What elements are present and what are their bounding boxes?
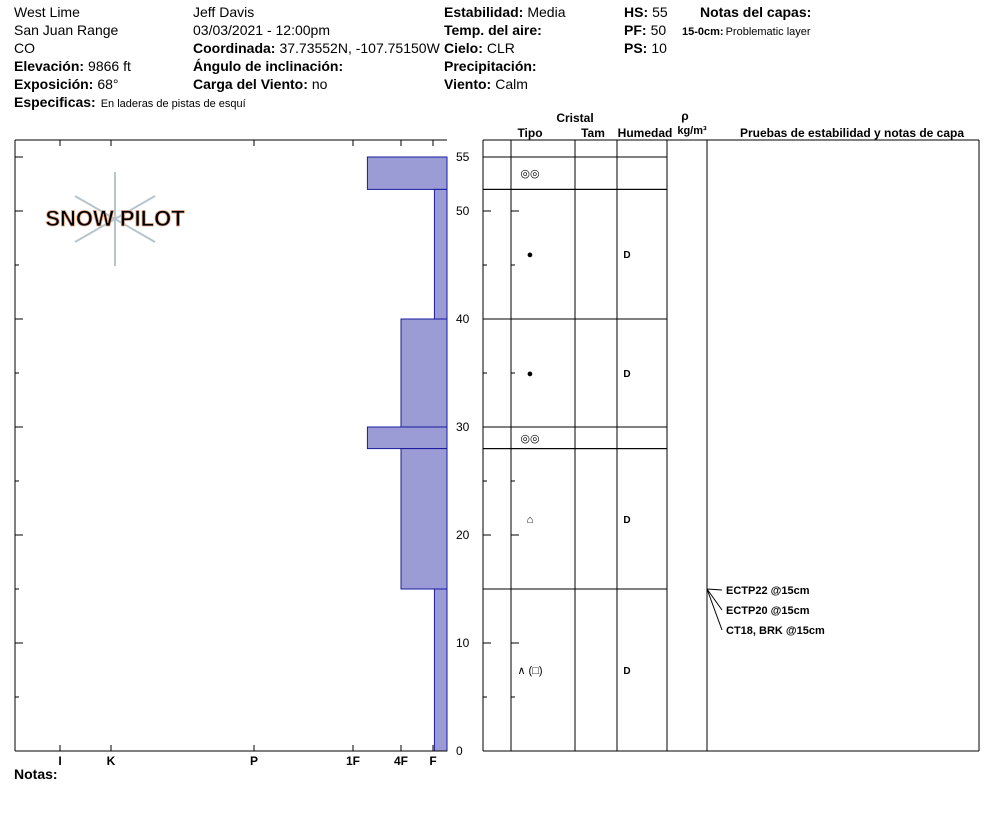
field-value: En laderas de pistas de esquí bbox=[101, 98, 246, 110]
header-field: Jeff Davis bbox=[193, 4, 254, 20]
header-field: West Lime bbox=[14, 4, 80, 20]
field-label: Ángulo de inclinación: bbox=[193, 58, 343, 74]
note-value: Problematic layer bbox=[726, 26, 811, 38]
x-tick-label: I bbox=[58, 754, 61, 768]
field-value: Calm bbox=[495, 76, 528, 92]
field-label: Carga del Viento: bbox=[193, 76, 308, 92]
y-tick-label: 20 bbox=[456, 528, 470, 542]
header-field: Precipitación: bbox=[444, 58, 537, 74]
header-field: Elevación: 9866 ft bbox=[14, 58, 131, 74]
header-field: Exposición: 68° bbox=[14, 76, 119, 92]
field-label: PS: bbox=[624, 40, 647, 56]
x-tick-label: K bbox=[107, 754, 116, 768]
header-field: 03/03/2021 - 12:00pm bbox=[193, 22, 330, 38]
field-label: PF: bbox=[624, 22, 647, 38]
y-tick-label: 30 bbox=[456, 420, 470, 434]
header-field: Especificas: En laderas de pistas de esqu… bbox=[14, 94, 246, 110]
field-value: 9866 ft bbox=[88, 58, 131, 74]
header-field: Cielo: CLR bbox=[444, 40, 515, 56]
y-tick-label: 10 bbox=[456, 636, 470, 650]
grain-type: ◎◎ bbox=[520, 433, 539, 445]
hardness-bar bbox=[400, 318, 448, 428]
test-label: ECTP20 @15cm bbox=[726, 605, 810, 617]
header-field: Viento: Calm bbox=[444, 76, 528, 92]
field-value: 50 bbox=[651, 22, 667, 38]
field-value: 37.73552N, -107.75150W bbox=[279, 40, 440, 56]
field-value: no bbox=[312, 76, 328, 92]
field-label: Coordinada: bbox=[193, 40, 275, 56]
moisture: D bbox=[623, 515, 630, 526]
field-label: Especificas: bbox=[14, 94, 96, 110]
field-value: Media bbox=[527, 4, 565, 20]
grain-type: ◎◎ bbox=[520, 168, 539, 180]
header-field: HS: 55 bbox=[624, 4, 668, 20]
header-field: CO bbox=[14, 40, 35, 56]
test-arrow bbox=[706, 588, 723, 611]
moisture: D bbox=[623, 666, 630, 677]
note-label: 15-0cm: bbox=[682, 26, 724, 38]
header-field: Ángulo de inclinación: bbox=[193, 58, 343, 74]
x-tick-label: 4F bbox=[394, 754, 408, 768]
x-tick-label: P bbox=[250, 754, 258, 768]
field-label: Elevación: bbox=[14, 58, 84, 74]
y-tick-label: 55 bbox=[456, 150, 470, 164]
moisture: D bbox=[623, 369, 630, 380]
header-field: PS: 10 bbox=[624, 40, 667, 56]
column-header: ρ bbox=[681, 109, 688, 123]
header-field: PF: 50 bbox=[624, 22, 666, 38]
header-field: Carga del Viento: no bbox=[193, 76, 328, 92]
column-header: kg/m³ bbox=[677, 125, 707, 137]
column-header: Humedad bbox=[618, 126, 673, 140]
test-label: ECTP22 @15cm bbox=[726, 585, 810, 597]
header-field: San Juan Range bbox=[14, 22, 119, 38]
test-arrow bbox=[706, 588, 723, 591]
field-value: 10 bbox=[651, 40, 667, 56]
test-arrow bbox=[706, 588, 723, 631]
column-group: Cristal bbox=[556, 111, 593, 125]
logo-text: SNOW PILOT bbox=[45, 206, 185, 231]
layer-notes-title: Notas del capas: bbox=[700, 4, 811, 20]
y-tick-label: 0 bbox=[456, 744, 463, 758]
column-header: Pruebas de estabilidad y notas de capa bbox=[740, 126, 964, 140]
hardness-bar bbox=[433, 188, 448, 320]
grain-type: ∧ (□) bbox=[517, 665, 542, 677]
column-header: Tipo bbox=[517, 126, 542, 140]
field-value: CLR bbox=[487, 40, 515, 56]
field-label: Precipitación: bbox=[444, 58, 537, 74]
layer-note: 15-0cm: Problematic layer bbox=[682, 26, 811, 38]
column-header: Tam bbox=[581, 126, 605, 140]
header-field: Temp. del aire: bbox=[444, 22, 542, 38]
hardness-bar bbox=[366, 156, 448, 190]
hardness-bar bbox=[366, 426, 448, 450]
field-label: Estabilidad: bbox=[444, 4, 523, 20]
grain-type: ● bbox=[527, 249, 534, 261]
grain-type: ● bbox=[527, 368, 534, 380]
hardness-bar bbox=[433, 588, 448, 752]
grain-type: ⌂ bbox=[527, 514, 534, 526]
hardness-bar bbox=[400, 448, 448, 590]
y-tick-label: 40 bbox=[456, 312, 470, 326]
field-label: Cielo: bbox=[444, 40, 483, 56]
notes-label: Notas: bbox=[14, 766, 58, 782]
logo bbox=[74, 172, 156, 266]
header-field: Estabilidad: Media bbox=[444, 4, 566, 20]
test-label: CT18, BRK @15cm bbox=[726, 625, 825, 637]
field-label: Viento: bbox=[444, 76, 491, 92]
x-tick-label: F bbox=[429, 754, 436, 768]
moisture: D bbox=[623, 250, 630, 261]
y-tick-label: 50 bbox=[456, 204, 470, 218]
header-field: Coordinada: 37.73552N, -107.75150W bbox=[193, 40, 441, 56]
field-value: 68° bbox=[97, 76, 118, 92]
field-label: HS: bbox=[624, 4, 648, 20]
field-value: 55 bbox=[652, 4, 668, 20]
field-label: Temp. del aire: bbox=[444, 22, 542, 38]
x-tick-label: 1F bbox=[346, 754, 360, 768]
field-label: Exposición: bbox=[14, 76, 93, 92]
